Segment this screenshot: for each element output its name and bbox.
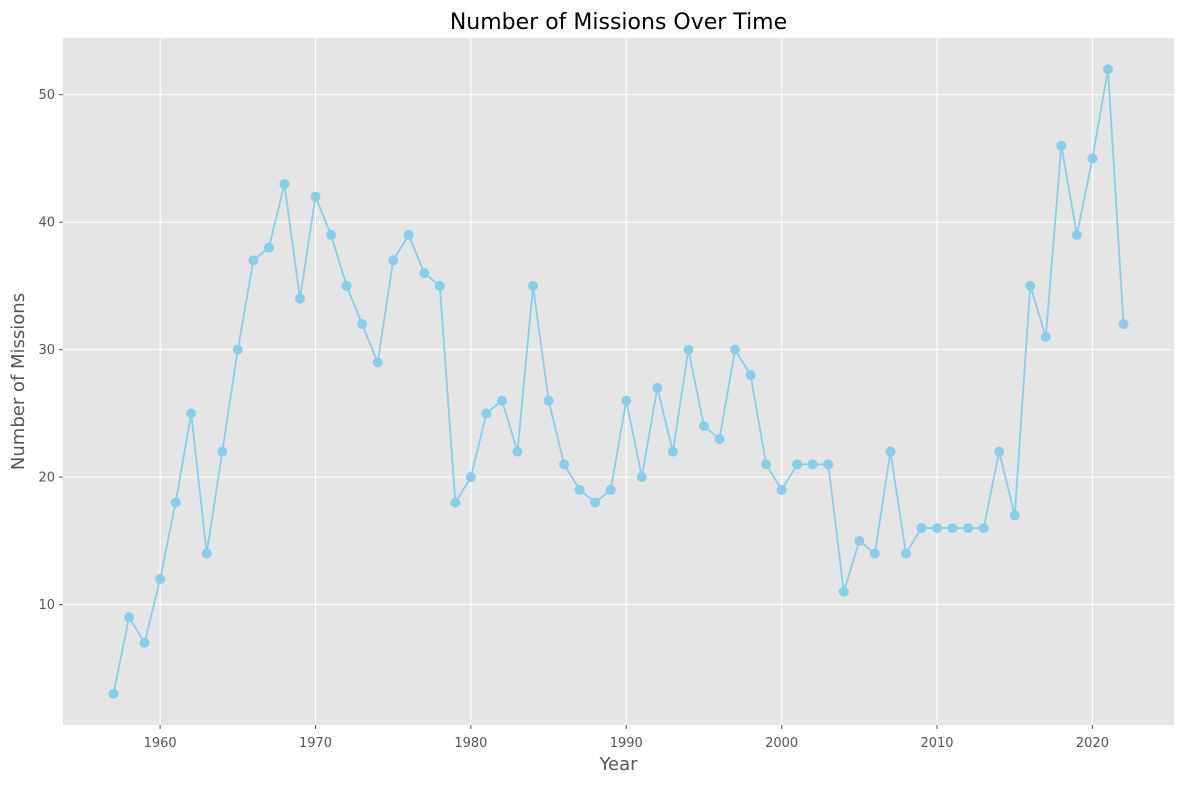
data-point [1118,319,1129,330]
y-tick-label: 40 [38,216,55,231]
data-point [512,446,523,457]
data-point [590,497,601,508]
data-point [1009,510,1020,521]
chart-title: Number of Missions Over Time [450,10,787,35]
x-axis-label: Year [598,754,638,775]
data-point [947,523,958,534]
data-point [310,191,321,202]
y-tick-label: 20 [38,471,55,486]
data-point [761,459,772,470]
data-point [792,459,803,470]
data-point [745,370,756,381]
data-point [170,497,181,508]
data-point [1056,140,1067,151]
data-point [714,433,725,444]
data-point [963,523,974,534]
data-point [155,574,166,585]
data-point [403,229,414,240]
data-point [869,548,880,559]
y-tick-label: 10 [38,598,55,613]
x-axis-ticks: 1960 1970 1980 1990 2000 2010 2020 [144,725,1109,751]
data-point [217,446,228,457]
data-point [1102,64,1113,75]
data-point [1040,331,1051,342]
data-point [932,523,943,534]
data-point [388,255,399,266]
data-point [294,293,305,304]
data-point [248,255,259,266]
data-point [1087,153,1098,164]
data-point [434,280,445,291]
data-point [124,612,135,623]
grid-lines [63,38,1174,725]
data-point [481,408,492,419]
data-point [916,523,927,534]
data-point [683,344,694,355]
data-points [108,64,1129,699]
data-point [559,459,570,470]
y-tick-label: 30 [38,343,55,358]
data-point [419,268,430,279]
data-point [621,395,632,406]
data-point [465,472,476,483]
data-point [139,637,150,648]
data-point [341,280,352,291]
data-point [232,344,243,355]
data-point [854,535,865,546]
data-point [900,548,911,559]
x-tick-label: 2000 [765,736,798,751]
data-point [838,586,849,597]
data-point [667,446,678,457]
data-point [636,472,647,483]
y-axis-label: Number of Missions [8,293,29,470]
data-point [807,459,818,470]
data-point [108,688,119,699]
x-tick-label: 2010 [920,736,953,751]
data-point [279,178,290,189]
data-point [496,395,507,406]
data-point [357,319,368,330]
x-tick-label: 1970 [299,736,332,751]
y-tick-label: 50 [38,88,55,103]
data-point [450,497,461,508]
data-point [574,484,585,495]
data-point [528,280,539,291]
plot-area [63,38,1174,725]
data-point [885,446,896,457]
data-point [652,382,663,393]
data-point [326,229,337,240]
x-tick-label: 1990 [610,736,643,751]
data-point [994,446,1005,457]
data-point [1025,280,1036,291]
x-tick-label: 1960 [144,736,177,751]
data-point [201,548,212,559]
data-point [263,242,274,253]
x-tick-label: 1980 [454,736,487,751]
data-point [605,484,616,495]
y-axis-ticks: 10 20 30 40 50 [38,88,63,613]
data-point [823,459,834,470]
data-point [776,484,787,495]
data-point [186,408,197,419]
x-tick-label: 2020 [1076,736,1109,751]
data-point [372,357,383,368]
data-point [730,344,741,355]
data-point [698,421,709,432]
data-point [543,395,554,406]
data-point [1071,229,1082,240]
data-point [978,523,989,534]
